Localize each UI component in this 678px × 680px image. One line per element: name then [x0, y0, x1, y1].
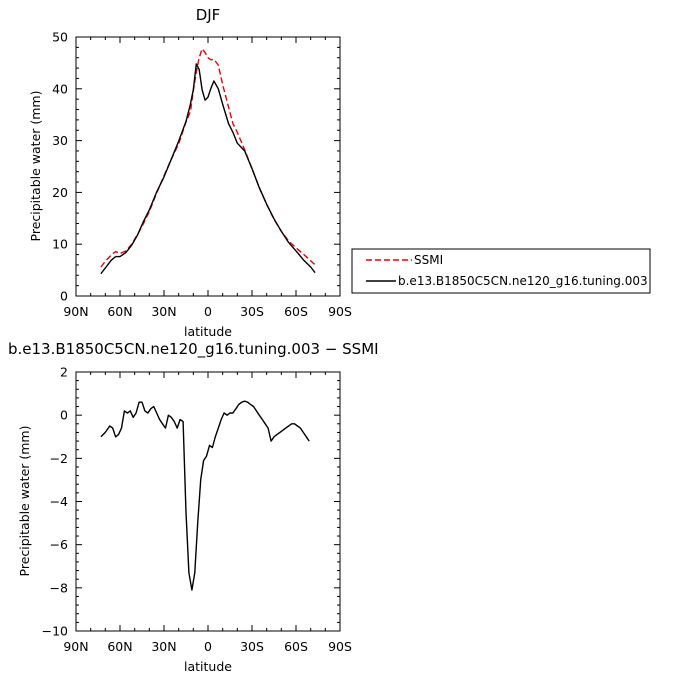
legend-box [351, 248, 651, 294]
bottom-ytick-label: −10 [42, 624, 68, 639]
bottom-xtick-label: 30N [151, 639, 176, 654]
bottom-ytick-label: −2 [50, 451, 68, 466]
top-ytick-label: 20 [52, 185, 68, 200]
legend-label-ssmi: SSMI [414, 253, 443, 267]
top-ytick-label: 0 [60, 289, 68, 304]
top-ytick-label: 50 [52, 30, 68, 45]
top-xtick-label: 90N [63, 304, 88, 319]
bottom-ytick-label: −8 [50, 580, 68, 595]
bottom-xtick-label: 90N [63, 639, 88, 654]
bottom-xtick-label: 90S [328, 639, 352, 654]
top-ytick-label: 10 [52, 237, 68, 252]
bottom-chart-plot-frame [75, 371, 341, 632]
top-chart-ylabel: Precipitable water (mm) [28, 91, 43, 242]
bottom-xtick-label: 60N [107, 639, 132, 654]
bottom-ytick-label: −6 [50, 537, 68, 552]
top-chart-title: DJF [196, 6, 221, 24]
bottom-chart-title: b.e13.B1850C5CN.ne120_g16.tuning.003 − S… [8, 340, 379, 359]
bottom-ytick-label: 0 [60, 408, 68, 423]
top-series-line-1 [100, 63, 316, 275]
top-xtick-label: 30S [240, 304, 264, 319]
top-chart-xlabel: latitude [184, 324, 232, 339]
bottom-ytick-label: −4 [50, 494, 68, 509]
top-xtick-label: 90S [328, 304, 352, 319]
top-xtick-label: 30N [151, 304, 176, 319]
top-xtick-label: 60N [107, 304, 132, 319]
bottom-series-line-0 [100, 400, 310, 591]
bottom-chart-xlabel: latitude [184, 659, 232, 674]
top-xtick-label: 0 [204, 304, 212, 319]
top-ytick-label: 30 [52, 133, 68, 148]
chart-legend: SSMI b.e13.B1850C5CN.ne120_g16.tuning.00… [351, 248, 651, 294]
top-ytick-label: 40 [52, 81, 68, 96]
bottom-xtick-label: 0 [204, 639, 212, 654]
top-xtick-label: 60S [284, 304, 308, 319]
top-chart-panel: DJF 90N 60N 30N 0 30S 60S 90S 0 10 20 30 40 50 latit… [28, 6, 352, 339]
bottom-ytick-label: 2 [60, 365, 68, 380]
bottom-chart-panel: b.e13.B1850C5CN.ne120_g16.tuning.003 − S… [8, 340, 379, 674]
bottom-xtick-label: 60S [284, 639, 308, 654]
bottom-xtick-label: 30S [240, 639, 264, 654]
bottom-chart-ylabel: Precipitable water (mm) [17, 426, 32, 577]
legend-label-model: b.e13.B1850C5CN.ne120_g16.tuning.003 [398, 274, 648, 288]
